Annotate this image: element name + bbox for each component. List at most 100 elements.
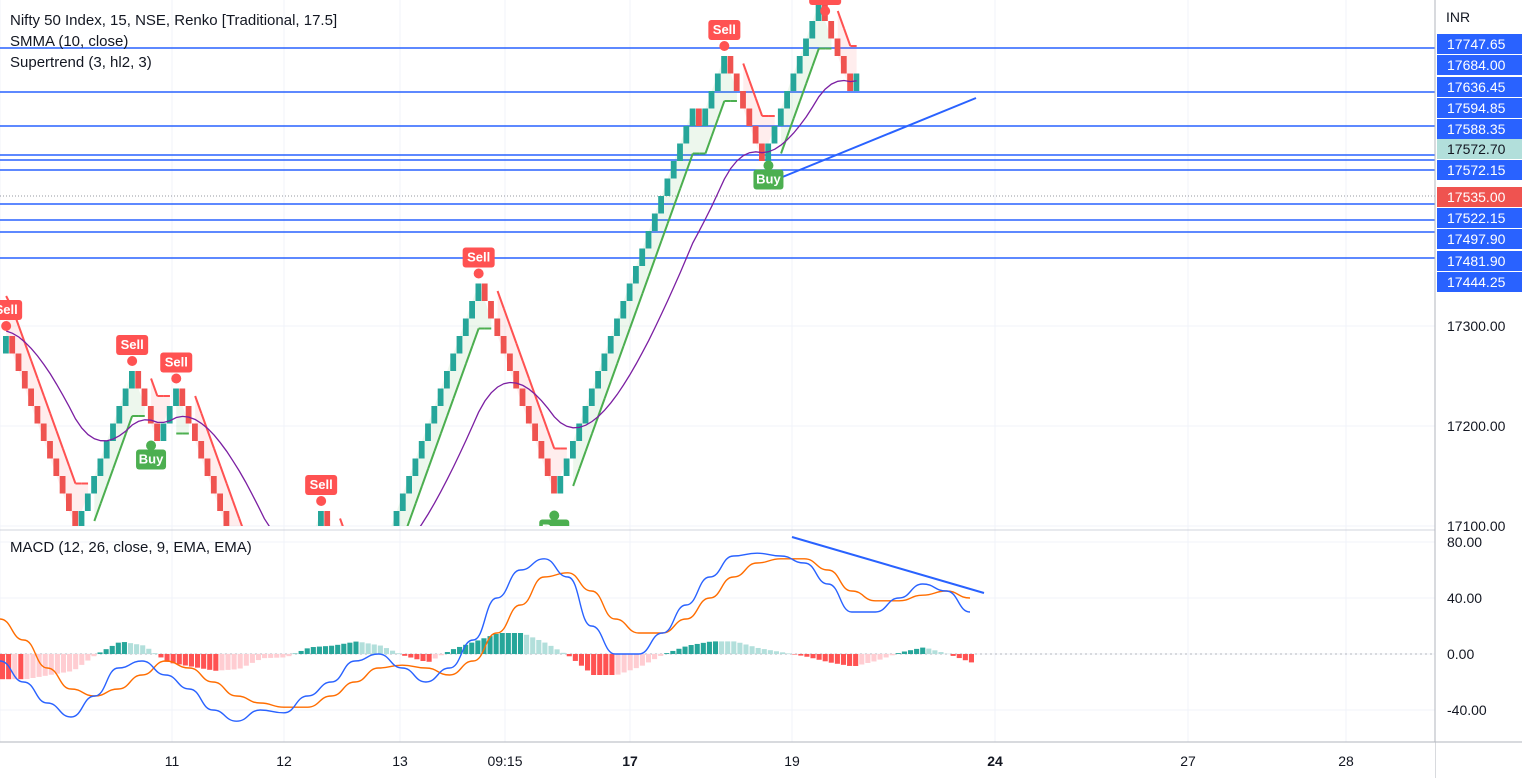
- macd-histogram-bar: [834, 654, 840, 664]
- supertrend-segment: [685, 153, 694, 172]
- renko-brick: [633, 266, 639, 284]
- supertrend-segment: [232, 500, 241, 519]
- macd-histogram-bar: [920, 647, 926, 654]
- macd-histogram-bar: [761, 649, 767, 654]
- macd-histogram-bar: [359, 642, 365, 654]
- supertrend-segment: [452, 380, 461, 399]
- macd-histogram-bar: [621, 654, 627, 673]
- macd-tick-label: -40.00: [1447, 702, 1487, 718]
- macd-histogram-bar: [420, 654, 426, 662]
- supertrend-segment: [390, 556, 396, 574]
- time-tick-label: 09:15: [487, 753, 522, 769]
- supertrend-segment: [225, 483, 234, 502]
- macd-histogram-bar: [889, 654, 895, 656]
- macd-histogram-bar: [572, 654, 578, 661]
- renko-brick: [519, 388, 526, 406]
- renko-brick: [595, 371, 601, 389]
- legend-main-title[interactable]: Nifty 50 Index, 15, NSE, Renko [Traditio…: [10, 12, 338, 29]
- macd-histogram-bar: [182, 654, 188, 666]
- renko-brick: [714, 73, 721, 91]
- legend-macd-title[interactable]: MACD (12, 26, close, 9, EMA, EMA): [10, 539, 252, 556]
- legend-supertrend[interactable]: Supertrend (3, hl2, 3): [10, 54, 152, 71]
- macd-histogram-bar: [566, 654, 572, 657]
- supertrend-segment: [666, 205, 675, 224]
- supertrend-segment: [433, 433, 442, 452]
- supertrend-segment: [238, 518, 244, 526]
- macd-histogram-bar: [450, 649, 457, 654]
- renko-brick: [223, 511, 230, 526]
- macd-histogram-bar: [97, 652, 103, 654]
- macd-histogram-bar: [365, 643, 371, 654]
- macd-histogram-bar: [377, 645, 383, 654]
- renko-brick: [444, 371, 450, 389]
- macd-histogram-bar: [152, 653, 158, 654]
- supertrend-segment: [315, 556, 321, 574]
- macd-histogram-bar: [286, 654, 292, 657]
- supertrend-segment: [641, 275, 650, 294]
- price-level-tag: [1437, 77, 1522, 97]
- macd-histogram-bar: [438, 654, 444, 656]
- renko-brick: [3, 336, 9, 354]
- renko-brick: [393, 511, 400, 526]
- renko-brick: [847, 73, 853, 91]
- legend-main: Nifty 50 Index, 15, NSE, Renko [Traditio…: [10, 10, 337, 73]
- macd-histogram-bar: [335, 644, 341, 654]
- renko-brick: [173, 388, 179, 406]
- supertrend-segment: [471, 328, 480, 347]
- legend-smma[interactable]: SMMA (10, close): [10, 33, 129, 50]
- supertrend-segment: [654, 240, 663, 259]
- renko-brick: [40, 423, 47, 441]
- macd-histogram-bar: [18, 654, 24, 680]
- price-level-tag: [1437, 272, 1522, 292]
- renko-brick: [324, 511, 331, 526]
- renko-brick: [651, 213, 658, 231]
- renko-brick: [312, 529, 318, 547]
- renko-brick: [21, 371, 28, 389]
- macd-histogram-bar: [682, 646, 688, 654]
- renko-brick: [268, 616, 274, 634]
- currency-label: INR: [1446, 9, 1470, 25]
- macd-histogram-bar: [487, 636, 493, 654]
- macd-histogram-bar: [676, 648, 682, 654]
- supertrend-segment: [36, 378, 45, 397]
- time-tick-label: 28: [1338, 753, 1354, 769]
- macd-histogram-bar: [517, 633, 524, 654]
- supertrend-segment: [384, 574, 390, 592]
- supertrend-segment: [99, 485, 108, 504]
- supertrend-fill: [252, 554, 258, 617]
- renko-bricks: [3, 3, 860, 634]
- signal-dot: [719, 41, 730, 51]
- trend-line: [779, 97, 977, 179]
- macd-trend-line: [791, 536, 985, 594]
- supertrend-fill: [264, 589, 270, 634]
- price-level-tag: [1437, 160, 1522, 180]
- macd-histogram-bar: [170, 654, 176, 664]
- renko-brick: [828, 21, 835, 39]
- macd-histogram-bar: [865, 654, 871, 663]
- macd-histogram-bar: [341, 643, 347, 654]
- renko-brick: [204, 458, 211, 476]
- macd-histogram-bar: [432, 654, 438, 659]
- renko-brick: [790, 73, 797, 91]
- renko-brick: [538, 441, 545, 459]
- macd-histogram-bar: [962, 654, 968, 661]
- supertrend-segment: [346, 536, 352, 554]
- renko-brick: [664, 178, 671, 196]
- macd-histogram-bar: [280, 654, 286, 658]
- macd-histogram-bar: [304, 648, 310, 654]
- sell-label: [274, 563, 306, 583]
- macd-histogram-bar: [694, 643, 700, 654]
- price-tick-label: 17100.00: [1447, 518, 1506, 534]
- renko-brick: [274, 599, 280, 617]
- renko-brick: [658, 196, 664, 214]
- macd-histogram-bar: [262, 654, 268, 659]
- renko-brick: [771, 126, 778, 144]
- renko-brick: [59, 476, 66, 494]
- macd-histogram-bar: [956, 654, 962, 659]
- macd-histogram-bar: [42, 654, 48, 676]
- renko-brick: [689, 108, 696, 126]
- macd-histogram-bar: [158, 654, 164, 658]
- macd-histogram-bar: [664, 653, 670, 654]
- renko-brick: [696, 108, 702, 126]
